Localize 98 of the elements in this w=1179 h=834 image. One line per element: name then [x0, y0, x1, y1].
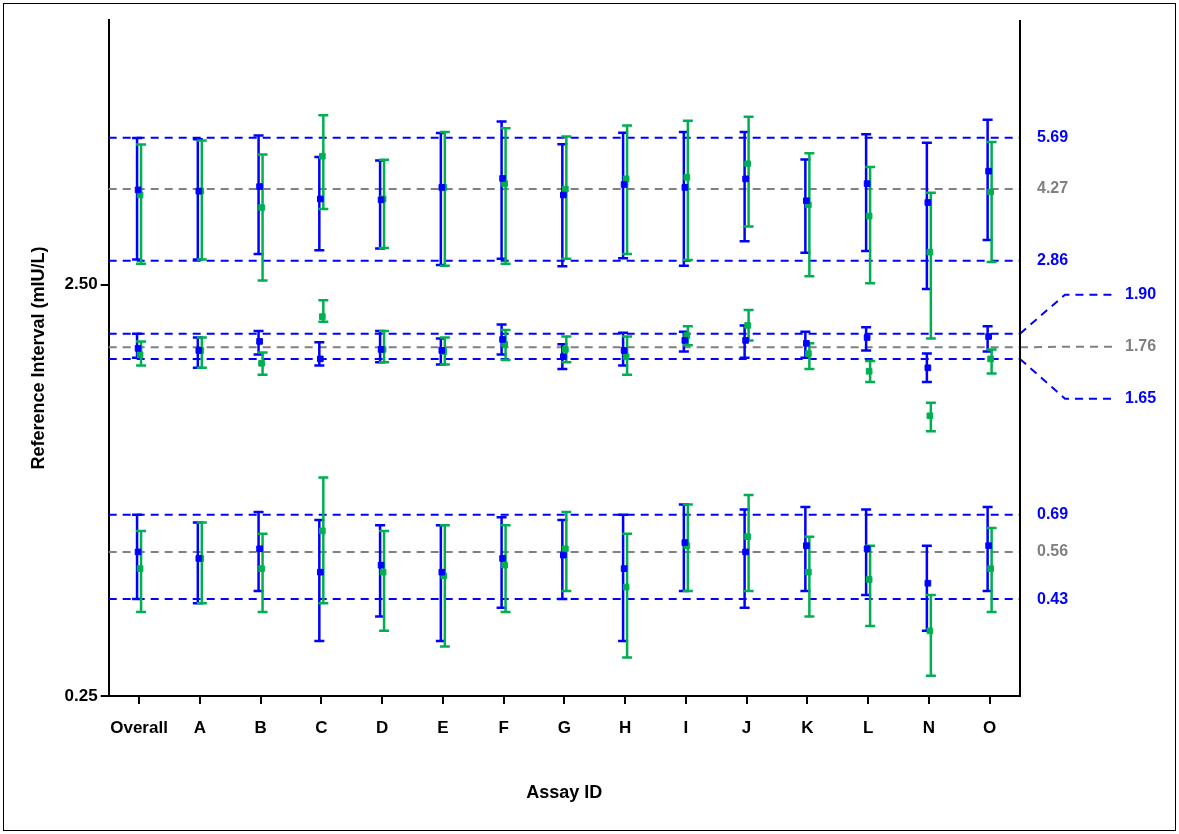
- point: [863, 180, 871, 188]
- point: [319, 527, 326, 535]
- point: [562, 545, 569, 553]
- point: [258, 565, 265, 572]
- x-tick-label: K: [801, 717, 815, 737]
- point: [499, 175, 506, 182]
- point: [865, 576, 873, 583]
- point: [560, 353, 567, 361]
- x-axis-title: Assay ID: [526, 782, 603, 803]
- point: [742, 548, 749, 556]
- x-tick-label: N: [922, 717, 936, 737]
- ref-line-label: 1.90: [1125, 285, 1157, 303]
- point: [863, 545, 871, 553]
- y-tick-label: 0.25: [64, 685, 98, 705]
- point: [317, 568, 324, 576]
- point: [924, 579, 932, 587]
- point: [319, 313, 326, 320]
- point: [620, 181, 628, 188]
- x-tick-label: L: [862, 717, 874, 737]
- point: [501, 341, 508, 348]
- x-tick-label: I: [683, 717, 689, 737]
- point: [742, 337, 749, 344]
- point: [865, 367, 873, 375]
- point: [987, 355, 994, 363]
- x-tick-label: H: [618, 717, 632, 737]
- point: [803, 542, 810, 549]
- point: [620, 347, 628, 354]
- ref-line-label: 0.43: [1037, 589, 1069, 607]
- point: [926, 412, 934, 420]
- x-tick-label: O: [983, 717, 997, 737]
- point: [317, 355, 324, 363]
- point: [258, 359, 265, 367]
- x-tick-label: C: [315, 717, 328, 737]
- point: [319, 152, 326, 160]
- point: [438, 568, 446, 576]
- point: [501, 180, 508, 188]
- point: [863, 334, 871, 341]
- point: [134, 345, 142, 352]
- point: [562, 346, 569, 353]
- point: [560, 551, 567, 559]
- point: [985, 542, 992, 549]
- x-tick-label: D: [375, 717, 389, 737]
- ref-line-label: 0.56: [1037, 542, 1069, 560]
- point: [622, 583, 630, 591]
- point: [317, 195, 324, 203]
- ref-line-label: 1.76: [1125, 337, 1157, 355]
- x-tick-label: E: [437, 717, 449, 737]
- point: [744, 322, 751, 329]
- point: [681, 337, 689, 344]
- point: [926, 248, 934, 256]
- point: [742, 175, 749, 183]
- point: [258, 204, 265, 211]
- point: [136, 351, 144, 358]
- point: [744, 160, 751, 168]
- point: [256, 183, 263, 190]
- point: [256, 338, 263, 345]
- point: [620, 565, 628, 572]
- point: [377, 561, 385, 569]
- x-tick-label: A: [193, 717, 206, 737]
- point: [622, 175, 630, 183]
- ref-line-label: 5.69: [1037, 128, 1069, 146]
- y-tick-label: 2.50: [64, 274, 98, 294]
- ref-line-label: 0.69: [1037, 505, 1069, 523]
- point: [136, 565, 144, 572]
- point: [803, 340, 810, 347]
- point: [134, 186, 142, 194]
- point: [560, 191, 567, 199]
- point: [924, 199, 932, 206]
- point: [134, 548, 142, 556]
- point: [805, 568, 812, 576]
- ref-line-label: 1.65: [1125, 389, 1157, 407]
- point: [562, 185, 569, 193]
- point: [805, 350, 812, 357]
- point: [987, 188, 994, 196]
- point: [926, 627, 934, 635]
- point: [987, 565, 994, 572]
- point: [501, 561, 508, 569]
- point: [256, 545, 263, 553]
- point: [924, 364, 932, 372]
- point: [865, 212, 873, 220]
- ref-line-label: 2.86: [1037, 251, 1069, 269]
- x-tick-label: B: [254, 717, 267, 737]
- ref-line-label: 4.27: [1037, 179, 1069, 197]
- x-tick-label: Overall: [110, 717, 168, 737]
- point: [622, 353, 630, 361]
- x-tick-label: J: [741, 717, 752, 737]
- point: [744, 533, 751, 540]
- point: [499, 555, 506, 562]
- x-tick-label: G: [557, 717, 571, 737]
- x-tick-label: F: [498, 717, 509, 737]
- y-axis-title: Reference Interval (mIU/L): [27, 246, 48, 470]
- point: [985, 333, 992, 340]
- point: [681, 184, 689, 191]
- point: [683, 173, 691, 181]
- point: [379, 568, 387, 576]
- point: [985, 167, 992, 175]
- point: [803, 197, 810, 205]
- point: [499, 336, 506, 343]
